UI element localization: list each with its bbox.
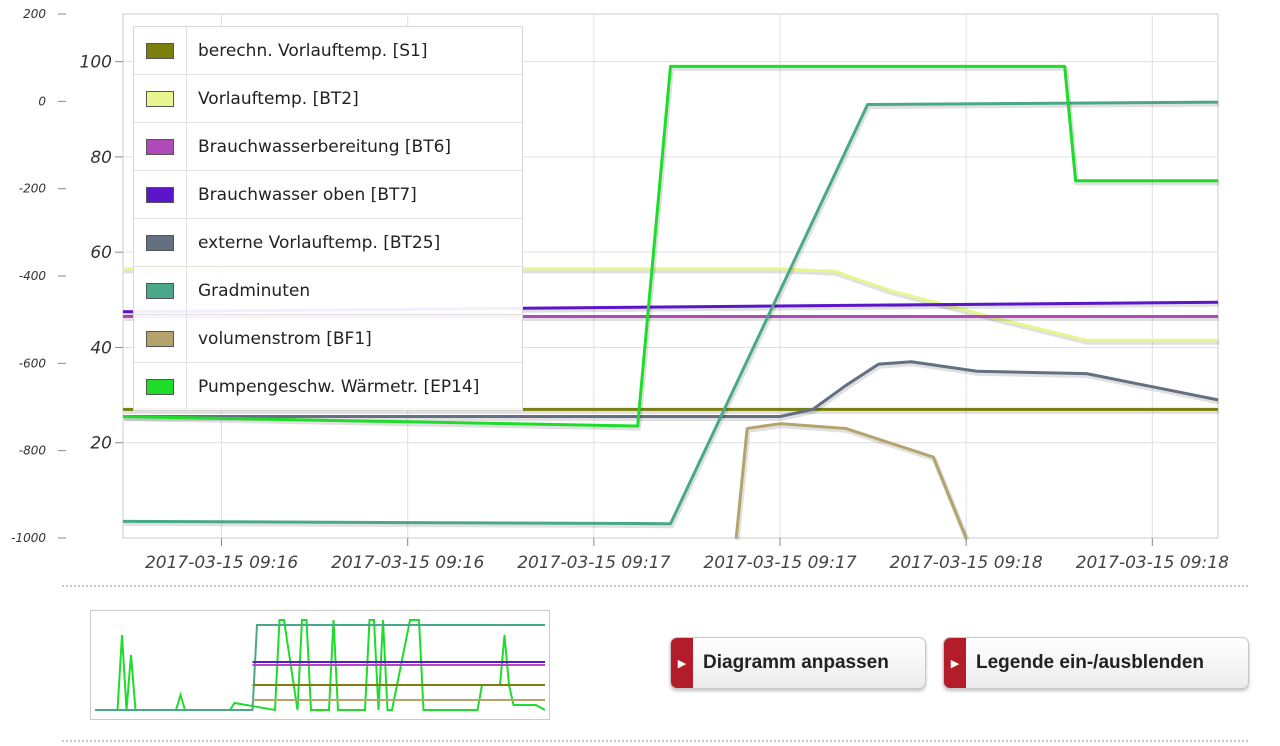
series-shadow	[124, 268, 1219, 345]
legend-item[interactable]: Gradminuten	[134, 267, 522, 315]
series-line-1	[123, 267, 1218, 342]
legend-label: volumenstrom [BF1]	[198, 328, 372, 349]
inner-tick-label: 80	[90, 148, 112, 168]
x-tick-label: 2017-03-15 09:18	[1076, 553, 1229, 573]
inner-tick-label: 100	[80, 53, 112, 73]
legend-swatch	[146, 378, 174, 395]
legend-item[interactable]: Pumpengeschw. Wärmetr. [EP14]	[134, 363, 522, 410]
series-shadow	[124, 361, 1220, 422]
legend-swatch	[146, 282, 174, 299]
legend-label: Brauchwasserbereitung [BT6]	[198, 136, 452, 157]
legend-item[interactable]: Vorlauftemp. [BT2]	[134, 75, 522, 123]
play-icon: ▶	[671, 638, 693, 688]
chart-legend: berechn. Vorlauftemp. [S1] Vorlauftemp. …	[133, 26, 523, 411]
x-tick-label: 2017-03-15 09:17	[517, 553, 670, 573]
x-tick-label: 2017-03-15 09:18	[890, 553, 1043, 573]
inner-tick-label: 20	[90, 434, 112, 454]
legend-item[interactable]: Brauchwasserbereitung [BT6]	[134, 123, 522, 171]
inner-tick-label: 40	[90, 338, 112, 358]
legend-item[interactable]: Brauchwasser oben [BT7]	[134, 171, 522, 219]
legend-label: externe Vorlauftemp. [BT25]	[198, 232, 441, 253]
legend-label: berechn. Vorlauftemp. [S1]	[198, 40, 428, 61]
legend-swatch	[146, 138, 174, 155]
series-line-7	[122, 64, 1218, 428]
legend-swatch	[146, 330, 174, 347]
legend-label: Brauchwasser oben [BT7]	[198, 184, 417, 205]
x-tick-label: 2017-03-15 09:16	[331, 553, 484, 573]
legend-item[interactable]: volumenstrom [BF1]	[134, 315, 522, 363]
toggle-legend-button[interactable]: ▶ Legende ein-/ausblenden	[943, 637, 1249, 689]
x-axis: 2017-03-15 09:16 2017-03-15 09:16 2017-03-…	[145, 538, 1229, 573]
overview-series-1	[95, 624, 545, 711]
series-shadow	[123, 101, 1220, 529]
overview-series-0	[95, 619, 546, 712]
left-tick-label: -600	[19, 356, 47, 370]
overview-navigator[interactable]	[90, 610, 550, 720]
series-line-6	[734, 422, 968, 539]
series-shadow	[123, 65, 1219, 431]
series-line-5	[122, 100, 1219, 526]
inner-axis: 100 80 60 40 20	[80, 53, 123, 454]
x-tick-label: 2017-03-15 09:16	[145, 553, 298, 573]
divider-top	[62, 585, 1248, 587]
inner-tick-label: 60	[90, 243, 112, 263]
left-tick-label: -400	[19, 269, 47, 283]
adjust-diagram-label: Diagramm anpassen	[703, 652, 889, 673]
divider-bottom	[62, 740, 1248, 742]
left-axis: 200 0 -200 -400 -600 -800 -1000	[11, 7, 66, 545]
legend-swatch	[146, 90, 174, 107]
series-line-4	[123, 360, 1219, 419]
legend-label: Pumpengeschw. Wärmetr. [EP14]	[198, 376, 480, 397]
legend-item[interactable]: berechn. Vorlauftemp. [S1]	[134, 27, 522, 75]
left-tick-label: 200	[23, 7, 46, 21]
legend-swatch	[146, 186, 174, 203]
play-icon: ▶	[944, 638, 966, 688]
toggle-legend-label: Legende ein-/ausblenden	[976, 652, 1205, 673]
legend-label: Vorlauftemp. [BT2]	[198, 88, 359, 109]
left-tick-label: 0	[38, 94, 46, 108]
legend-swatch	[146, 234, 174, 251]
left-tick-label: -800	[19, 444, 47, 458]
left-tick-label: -1000	[11, 531, 46, 545]
left-tick-label: -200	[19, 182, 47, 196]
legend-item[interactable]: externe Vorlauftemp. [BT25]	[134, 219, 522, 267]
overview-chart[interactable]	[91, 611, 549, 719]
x-tick-label: 2017-03-15 09:17	[703, 553, 856, 573]
legend-label: Gradminuten	[198, 280, 311, 301]
legend-swatch	[146, 42, 174, 59]
adjust-diagram-button[interactable]: ▶ Diagramm anpassen	[670, 637, 926, 689]
